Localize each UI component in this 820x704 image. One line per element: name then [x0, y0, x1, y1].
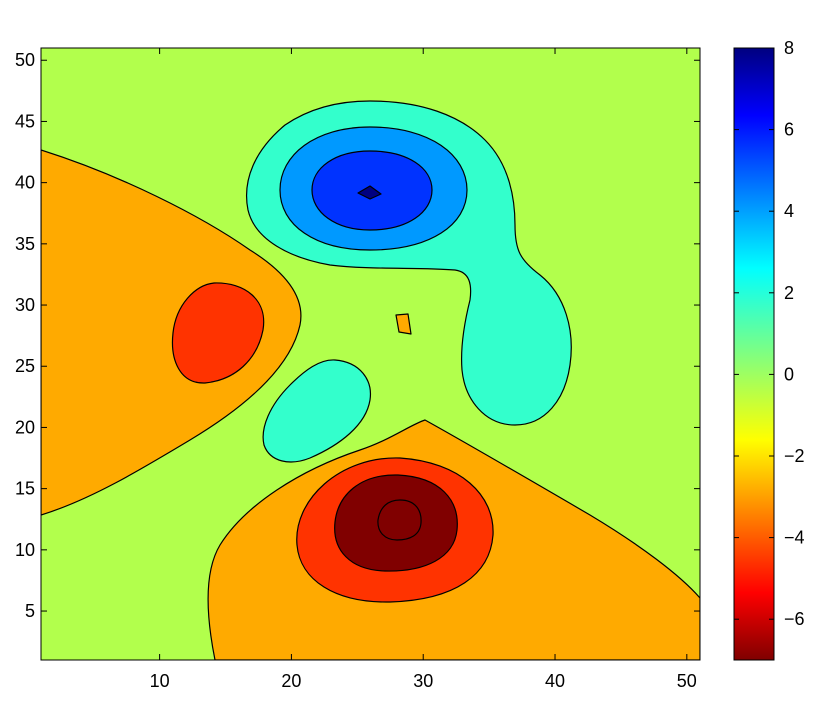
x-tick-label: 10 — [150, 671, 170, 691]
plot-frame — [40, 47, 701, 661]
y-tick-label: 40 — [15, 173, 35, 193]
colorbar-gradient — [733, 47, 775, 661]
x-tick-label: 30 — [413, 671, 433, 691]
x-tick-label: 20 — [281, 671, 301, 691]
y-tick-label: 5 — [25, 601, 35, 621]
region-left-inner-lobe — [171, 282, 265, 384]
region-small-negative-spot — [395, 313, 412, 335]
y-tick-label: 10 — [15, 540, 35, 560]
colorbar-tick-label: 4 — [784, 201, 794, 221]
y-tick-label: 15 — [15, 479, 35, 499]
plot-area: 10 20 30 40 50 5 10 15 20 25 30 35 40 45 50 — [15, 47, 701, 691]
colorbar-tick-label: −6 — [784, 609, 805, 629]
colorbar-tick-label: 2 — [784, 283, 794, 303]
colorbar-tick-label: 8 — [784, 38, 794, 58]
y-tick-label: 20 — [15, 417, 35, 437]
region-bottom-innermost — [377, 499, 422, 541]
colorbar-tick-label: 6 — [784, 120, 794, 140]
x-tick-label: 50 — [677, 671, 697, 691]
y-tick-label: 50 — [15, 50, 35, 70]
colorbar-ticks: −6 −4 −2 0 2 4 6 8 — [734, 38, 805, 629]
x-tick-label: 40 — [545, 671, 565, 691]
colorbar-tick-label: −4 — [784, 528, 805, 548]
y-tick-label: 25 — [15, 356, 35, 376]
x-axis: 10 20 30 40 50 — [150, 48, 697, 691]
colorbar: −6 −4 −2 0 2 4 6 8 — [733, 38, 805, 661]
region-upper-peak — [357, 185, 382, 200]
region-left-negative-lobe — [41, 149, 302, 516]
region-center-positive-lobe — [262, 359, 372, 463]
y-tick-label: 45 — [15, 111, 35, 131]
y-tick-label: 35 — [15, 234, 35, 254]
y-tick-label: 30 — [15, 295, 35, 315]
y-axis: 5 10 15 20 25 30 35 40 45 50 — [15, 50, 700, 621]
colorbar-tick-label: 0 — [784, 364, 794, 384]
colorbar-tick-label: −2 — [784, 446, 805, 466]
